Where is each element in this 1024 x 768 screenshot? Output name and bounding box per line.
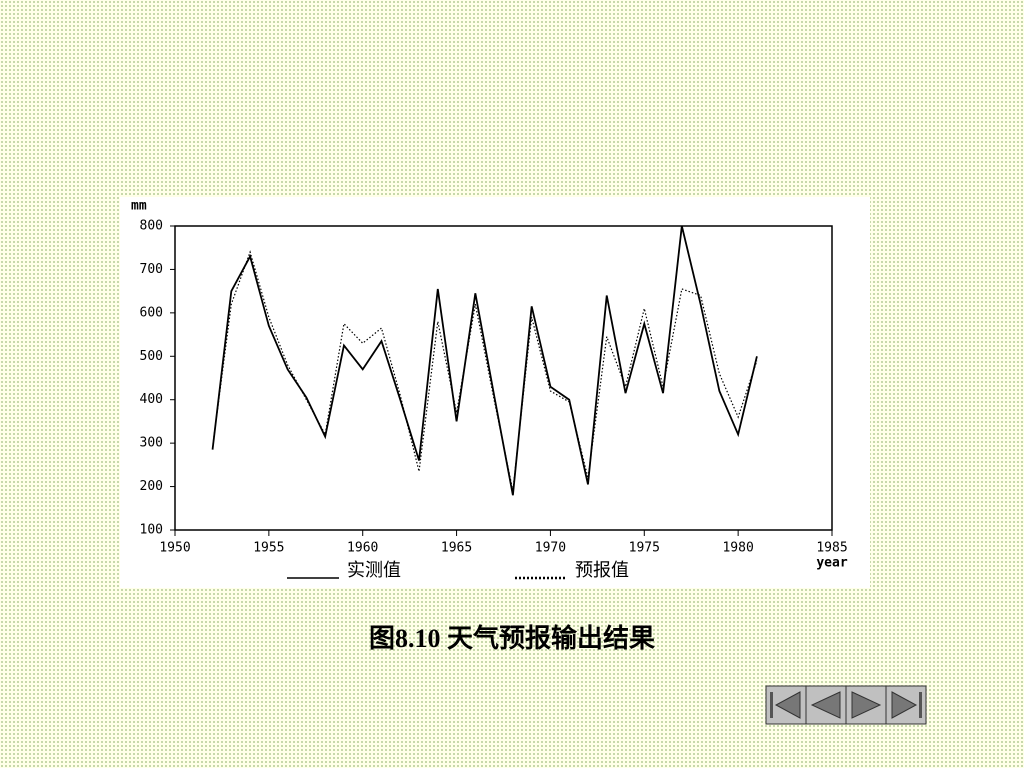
plot-frame	[174, 225, 833, 531]
x-tick-label: 1955	[253, 541, 284, 556]
y-tick-label: 200	[140, 479, 163, 494]
icon	[851, 691, 882, 719]
icon	[774, 691, 801, 719]
y-tick-label: 600	[140, 305, 163, 320]
y-tick-label: 800	[140, 219, 163, 234]
x-tick-label: 1960	[347, 541, 378, 556]
x-axis-label: year	[816, 556, 847, 571]
legend-label: 实测值	[347, 560, 401, 581]
chart-background	[120, 197, 870, 588]
x-tick-label: 1975	[629, 541, 660, 556]
x-tick-label: 1985	[816, 541, 847, 556]
x-tick-label: 1980	[722, 541, 753, 556]
x-tick-label: 1950	[159, 541, 190, 556]
icon	[770, 692, 773, 718]
icon	[891, 691, 918, 719]
y-axis-label: mm	[131, 199, 147, 214]
caption: 图8.10 天气预报输出结果	[369, 623, 655, 653]
y-tick-label: 700	[140, 262, 163, 277]
y-tick-label: 300	[140, 436, 163, 451]
icon	[919, 692, 922, 718]
nav-buttons	[765, 685, 927, 725]
icon	[810, 691, 841, 719]
y-tick-label: 100	[140, 523, 163, 538]
y-tick-label: 500	[140, 349, 163, 364]
x-tick-label: 1970	[535, 541, 566, 556]
legend-label: 预报值	[575, 560, 629, 581]
series-line	[211, 250, 758, 492]
y-tick-label: 400	[140, 392, 163, 407]
x-tick-label: 1965	[441, 541, 472, 556]
